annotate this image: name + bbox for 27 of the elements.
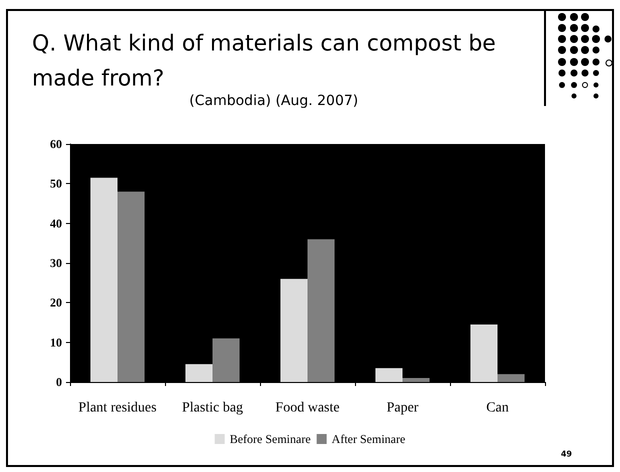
bar bbox=[498, 374, 525, 382]
y-tick-label: 10 bbox=[50, 335, 62, 350]
x-tick-label: Can bbox=[486, 400, 509, 416]
bar bbox=[185, 364, 212, 382]
y-tick-label: 30 bbox=[50, 256, 62, 270]
x-tick-label: Food waste bbox=[275, 400, 340, 416]
y-tick-label: 60 bbox=[50, 137, 62, 151]
bar bbox=[90, 178, 118, 382]
bar bbox=[280, 278, 308, 382]
y-tick-label: 40 bbox=[50, 216, 62, 230]
bar bbox=[308, 239, 335, 382]
legend-label: After Seminare bbox=[332, 432, 406, 446]
x-tick-label: Paper bbox=[386, 400, 419, 416]
y-tick-label: 50 bbox=[50, 176, 62, 191]
bar bbox=[118, 192, 145, 382]
text: 49 bbox=[560, 450, 572, 458]
chart-title: Q. What kind of materials can compost be made from? bbox=[32, 32, 496, 92]
chart-subtitle: (Cambodia) (Aug. 2007) bbox=[189, 93, 358, 109]
bar bbox=[375, 368, 402, 382]
bar bbox=[212, 338, 240, 382]
bar bbox=[470, 324, 498, 382]
legend-label: Before Seminare bbox=[230, 432, 311, 446]
y-tick-label: 20 bbox=[50, 296, 62, 310]
bar bbox=[402, 378, 430, 382]
x-tick-label: Plastic bag bbox=[182, 400, 244, 416]
x-tick-label: Plant residues bbox=[78, 400, 157, 416]
y-tick-label: 0 bbox=[56, 375, 62, 389]
